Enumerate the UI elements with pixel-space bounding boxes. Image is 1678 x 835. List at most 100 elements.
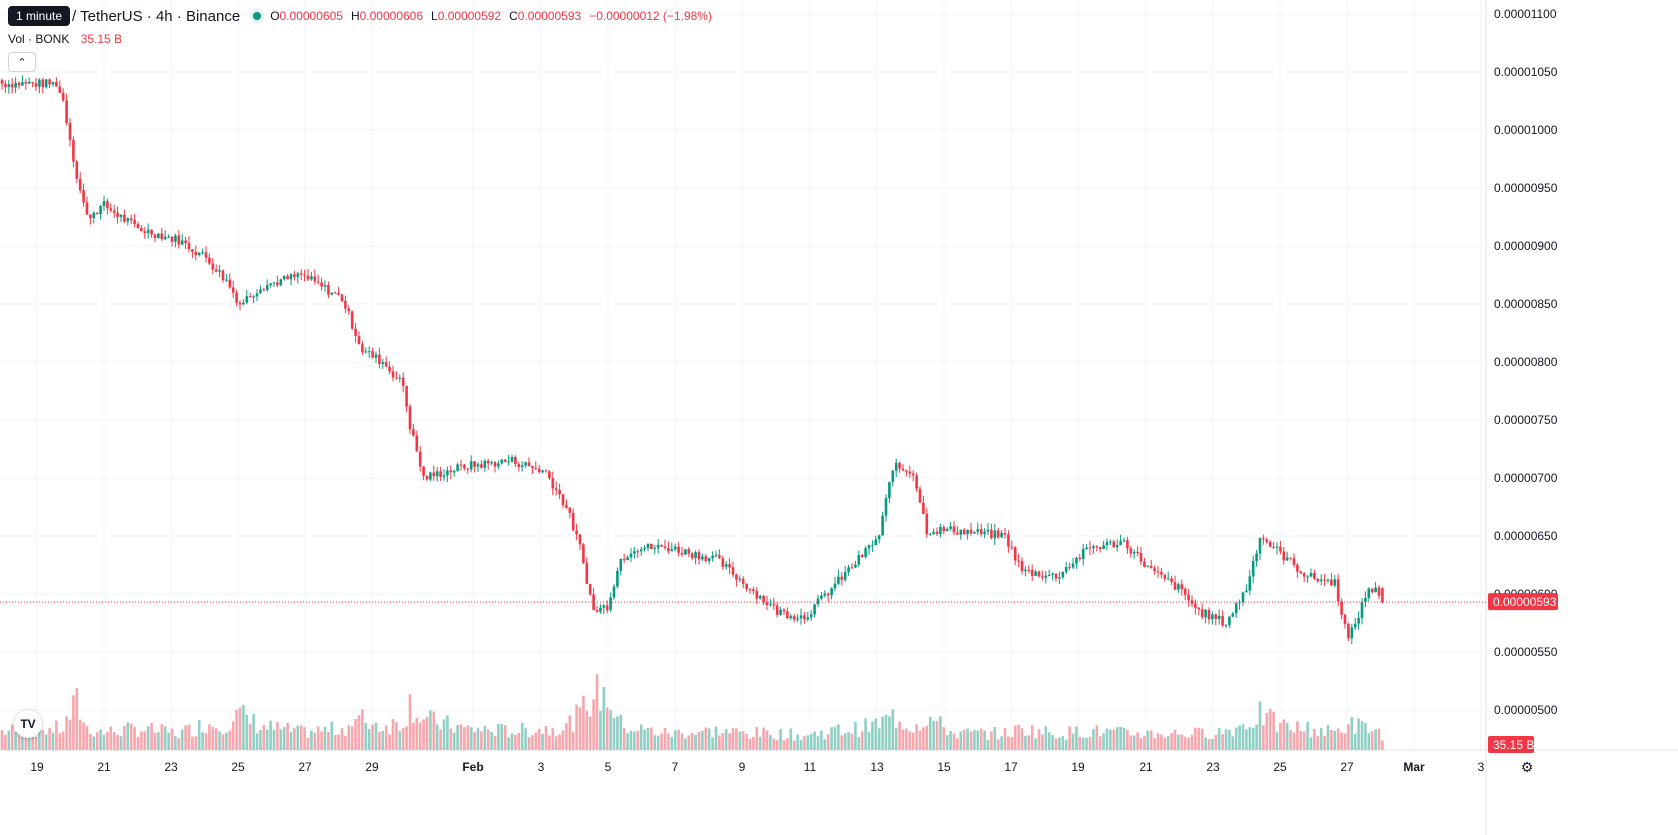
- candle-body: [1333, 579, 1337, 586]
- volume-bar: [551, 728, 555, 750]
- candle-body: [279, 279, 283, 286]
- volume-bar: [1102, 733, 1105, 750]
- candle-body: [95, 212, 99, 215]
- candle-body: [653, 547, 657, 549]
- volume-bar: [357, 715, 361, 750]
- volume-bar: [1007, 736, 1010, 750]
- candle-body: [1204, 609, 1207, 618]
- candle-body: [1279, 546, 1282, 552]
- volume-bar: [395, 722, 398, 750]
- volume-bar: [694, 734, 697, 750]
- volume-bar: [1119, 726, 1122, 750]
- candle-body: [1013, 547, 1017, 561]
- candle-body: [660, 544, 663, 547]
- volume-bar: [1126, 730, 1129, 750]
- candle-body: [184, 240, 187, 244]
- volume-bar: [588, 716, 592, 750]
- candle-body: [826, 593, 830, 596]
- candle-body: [357, 335, 361, 345]
- time-tick-label: 3: [538, 760, 545, 774]
- volume-bar: [320, 731, 323, 750]
- candle-body: [163, 236, 167, 240]
- volume-bar: [636, 730, 640, 750]
- candle-body: [517, 464, 521, 468]
- volume-bar: [1092, 729, 1095, 750]
- candle-body: [1156, 571, 1160, 573]
- volume-bar: [796, 734, 799, 750]
- candle-body: [1258, 538, 1262, 554]
- volume-bar: [1217, 727, 1221, 750]
- volume-bar: [272, 729, 276, 750]
- candle-body: [823, 593, 827, 596]
- candle-body: [391, 371, 395, 378]
- volume-bar: [568, 715, 572, 750]
- candle-body: [17, 82, 21, 86]
- volume-bar: [456, 724, 459, 750]
- volume-bar: [371, 724, 374, 750]
- candle-body: [408, 406, 412, 430]
- volume-bar: [945, 735, 949, 750]
- time-tick-label: 21: [1139, 760, 1153, 774]
- volume-legend[interactable]: Vol · BONK 35.15 B: [8, 32, 122, 46]
- candle-body: [187, 243, 191, 250]
- candle-body: [174, 235, 177, 242]
- volume-bar: [480, 731, 483, 750]
- candle-body: [877, 535, 881, 540]
- tradingview-logo-icon[interactable]: TV: [14, 710, 42, 738]
- volume-bar: [721, 733, 725, 750]
- candle-body: [962, 529, 966, 535]
- candle-body: [361, 344, 364, 353]
- candle-body: [531, 466, 534, 468]
- volume-bar: [653, 735, 657, 750]
- volume-bar: [1105, 728, 1109, 750]
- volume-bar: [1231, 736, 1235, 750]
- volume-bar: [245, 714, 249, 750]
- price-tick-label: 0.00000850: [1494, 297, 1558, 311]
- volume-bar: [765, 730, 769, 750]
- volume-bar: [109, 726, 113, 750]
- candle-body: [1003, 532, 1007, 535]
- volume-bar: [622, 728, 626, 750]
- candle-body: [48, 79, 51, 85]
- candle-body: [1275, 546, 1279, 548]
- candle-body: [282, 276, 286, 280]
- volume-bar: [364, 722, 368, 750]
- symbol-title[interactable]: / TetherUS · 4h · Binance: [72, 7, 241, 25]
- candle-body: [690, 553, 694, 559]
- candle-body: [541, 470, 544, 473]
- volume-bar: [850, 733, 854, 750]
- candle-body: [337, 292, 340, 295]
- volume-bar: [340, 728, 344, 750]
- candle-body: [129, 218, 133, 220]
- volume-bar: [816, 736, 820, 750]
- volume-bar: [1000, 736, 1003, 750]
- volume-bar: [1309, 737, 1313, 750]
- volume-bar: [1364, 722, 1367, 750]
- candle-body: [707, 558, 711, 562]
- volume-bar: [1139, 738, 1143, 750]
- volume-bar: [1319, 728, 1323, 750]
- volume-bar: [531, 735, 534, 750]
- candle-body: [1313, 573, 1316, 579]
- candle-body: [299, 273, 303, 275]
- candle-body: [201, 252, 204, 254]
- candle-body: [789, 616, 793, 619]
- volume-bar: [1279, 723, 1282, 750]
- volume-label: Vol · BONK: [8, 32, 70, 46]
- candle-body: [1330, 579, 1333, 586]
- volume-bar: [41, 730, 45, 750]
- volume-bar: [184, 725, 187, 750]
- volume-bar: [633, 731, 636, 750]
- market-status-icon[interactable]: [250, 9, 265, 23]
- candle-body: [27, 82, 31, 84]
- volume-bar: [820, 730, 823, 750]
- candle-body: [741, 578, 745, 584]
- candle-body: [724, 564, 728, 567]
- candle-body: [599, 607, 602, 612]
- candle-body: [1214, 614, 1218, 619]
- gear-icon[interactable]: ⚙: [1520, 759, 1534, 775]
- collapse-legend-button[interactable]: ⌃: [8, 52, 36, 72]
- volume-bar: [269, 720, 272, 750]
- volume-bar: [160, 724, 164, 750]
